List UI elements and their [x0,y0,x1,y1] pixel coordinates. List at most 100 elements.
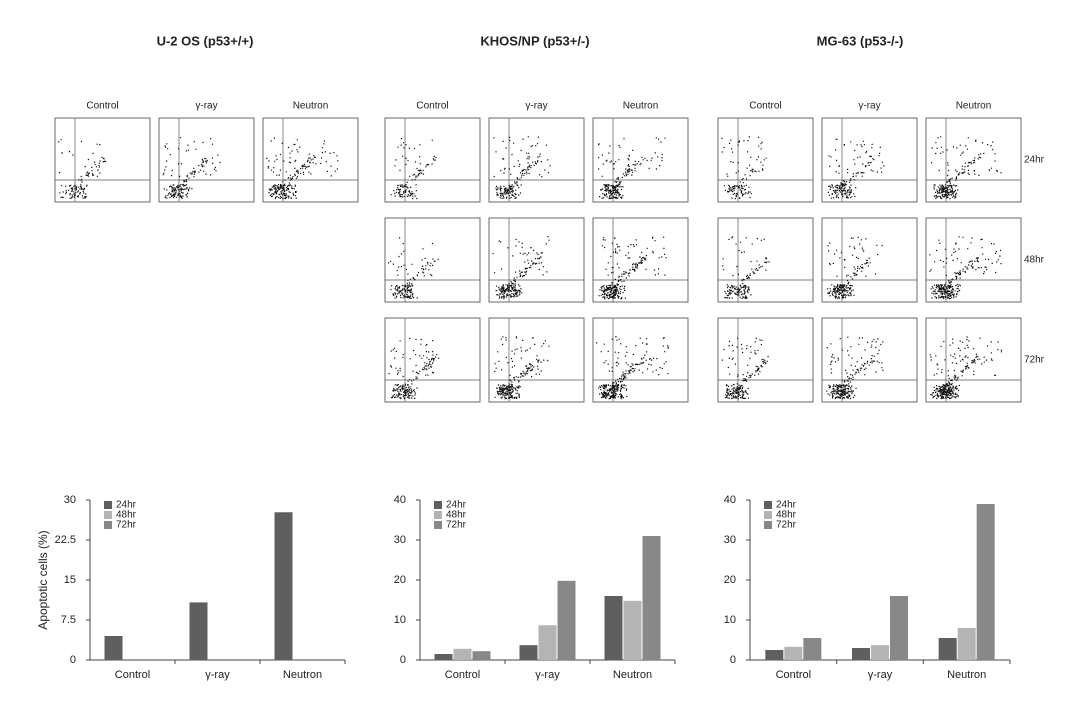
flow-plot-frame [488,217,585,303]
legend-swatch [104,501,112,509]
column-label: Control [86,101,118,112]
legend-label: 24hr [116,500,137,511]
legend-swatch [434,521,442,529]
event-dots [388,337,440,400]
flow-plot-frame [821,217,918,303]
flow-plot-frame [384,217,481,303]
flow-plot-frame [925,117,1022,203]
column-label: γ-ray [195,101,217,112]
event-dots [492,236,550,300]
legend-label: 72hr [446,520,467,531]
group-title: U-2 OS (p53+/+) [157,33,254,48]
flow-plot-frame [592,317,689,403]
flow-plot-frame [821,117,918,203]
flow-plot-frame [158,117,255,203]
legend-label: 48hr [446,510,467,521]
flow-plot-frame [488,117,585,203]
column-label: Neutron [293,101,329,112]
event-dots [721,337,769,400]
flow-plot-frame [54,117,151,203]
y-tick-label: 40 [724,494,736,506]
flow-plot-frame [717,317,814,403]
event-dots [388,237,439,299]
legend-swatch [104,511,112,519]
y-tick-label: 40 [394,494,406,506]
flow-plot-frame [592,217,689,303]
event-dots [390,137,437,200]
flow-plot-frame [925,217,1022,303]
bar [472,651,491,660]
row-label: 48hr [1024,255,1045,266]
bar [765,650,784,660]
flow-plot-frame [384,117,481,203]
legend-label: 24hr [446,500,467,511]
column-label: Control [749,101,781,112]
event-dots [266,137,339,200]
y-tick-label: 10 [394,614,406,626]
event-dots [930,136,1002,200]
column-label: γ-ray [525,101,547,112]
y-tick-label: 30 [394,534,406,546]
x-tick-label: Neutron [613,669,652,681]
y-tick-label: 0 [730,654,736,666]
event-dots [493,136,551,199]
flow-plot-frame [262,117,359,203]
bar [519,645,538,660]
group-title: KHOS/NP (p53+/-) [480,33,589,48]
y-tick-label: 7.5 [61,614,76,626]
bar [957,628,976,660]
y-tick-label: 20 [724,574,736,586]
bar [642,536,661,660]
group-title: MG-63 (p53-/-) [817,33,904,48]
legend-label: 72hr [776,520,797,531]
event-dots [598,137,666,200]
bar [890,596,908,660]
flow-plot-frame [717,117,814,203]
legend-swatch [104,521,112,529]
bar [434,654,453,660]
y-tick-label: 30 [724,534,736,546]
legend-label: 72hr [116,520,137,531]
column-label: γ-ray [858,101,880,112]
y-tick-label: 10 [724,614,736,626]
x-tick-label: Neutron [947,669,986,681]
row-label: 24hr [1024,155,1045,166]
bar [784,646,803,660]
event-dots [494,336,550,400]
legend-swatch [764,521,772,529]
bar [453,648,472,660]
bar [604,596,623,660]
y-axis-label: Apoptotic cells (%) [36,530,50,629]
y-tick-label: 0 [400,654,406,666]
event-dots [929,236,1002,300]
bar [557,580,576,660]
flow-plot-frame [488,317,585,403]
legend-swatch [434,511,442,519]
x-tick-label: γ-ray [535,669,560,681]
legend-swatch [434,501,442,509]
x-tick-label: Control [776,669,811,681]
bar [976,504,995,660]
column-label: Neutron [623,101,659,112]
y-tick-label: 30 [64,494,76,506]
flow-plot-frame [925,317,1022,403]
bar [852,648,870,660]
event-dots [721,136,767,200]
legend-label: 48hr [776,510,797,521]
bar [938,638,957,660]
flow-plot-frame [592,117,689,203]
flow-plot-frame [821,317,918,403]
event-dots [598,236,667,300]
flow-plot-frame [717,217,814,303]
flow-plot-frame [384,317,481,403]
x-tick-label: Control [445,669,480,681]
event-dots [596,336,669,400]
event-dots [827,138,885,199]
event-dots [162,137,221,199]
bar [538,625,557,660]
legend-swatch [764,501,772,509]
bar [189,602,208,660]
x-tick-label: Neutron [283,669,322,681]
y-tick-label: 20 [394,574,406,586]
